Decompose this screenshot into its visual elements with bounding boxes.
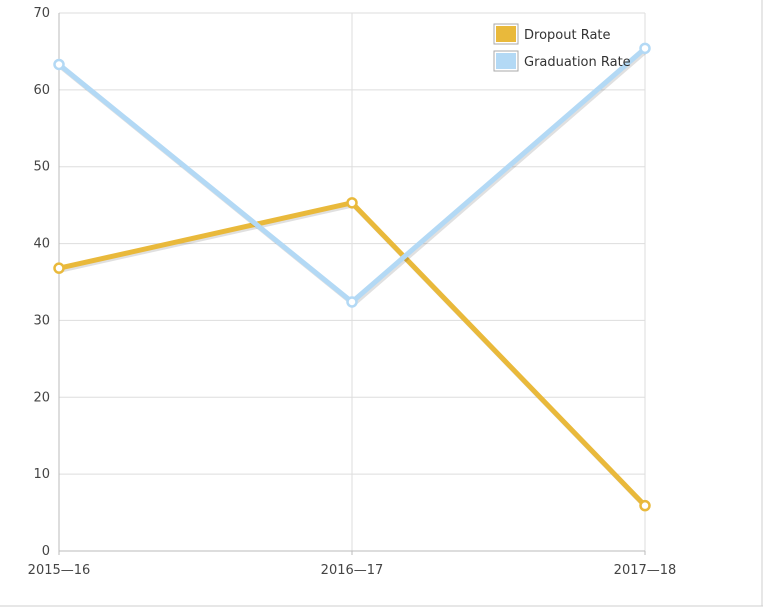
x-tick-label: 2017—18 (614, 563, 677, 578)
data-point (639, 42, 651, 55)
series-dropout-rate (53, 197, 651, 512)
y-tick-label: 50 (33, 160, 50, 175)
y-tick-label: 0 (42, 544, 50, 559)
y-tick-label: 20 (33, 390, 50, 405)
series-graduation-rate (53, 42, 651, 308)
y-tick-label: 30 (33, 313, 50, 328)
y-tick-label: 10 (33, 467, 50, 482)
x-tick-label: 2015—16 (28, 563, 91, 578)
legend-swatch (496, 26, 516, 42)
data-point (639, 499, 651, 512)
grid-layer (58, 12, 646, 552)
legend-swatch (496, 53, 516, 69)
legend: Dropout Rate Graduation Rate (493, 23, 631, 72)
series-line-shadow (58, 47, 649, 307)
series-layer (53, 42, 651, 512)
data-point (346, 197, 358, 209)
y-tick-label: 70 (33, 6, 50, 21)
y-tick-label: 60 (33, 83, 50, 98)
data-point (346, 296, 358, 308)
x-tick-label: 2016—17 (321, 563, 384, 578)
data-point (53, 58, 65, 71)
y-tick-label: 40 (33, 237, 50, 252)
legend-label: Dropout Rate (524, 28, 611, 43)
data-point (53, 262, 65, 274)
legend-label: Graduation Rate (524, 55, 631, 70)
